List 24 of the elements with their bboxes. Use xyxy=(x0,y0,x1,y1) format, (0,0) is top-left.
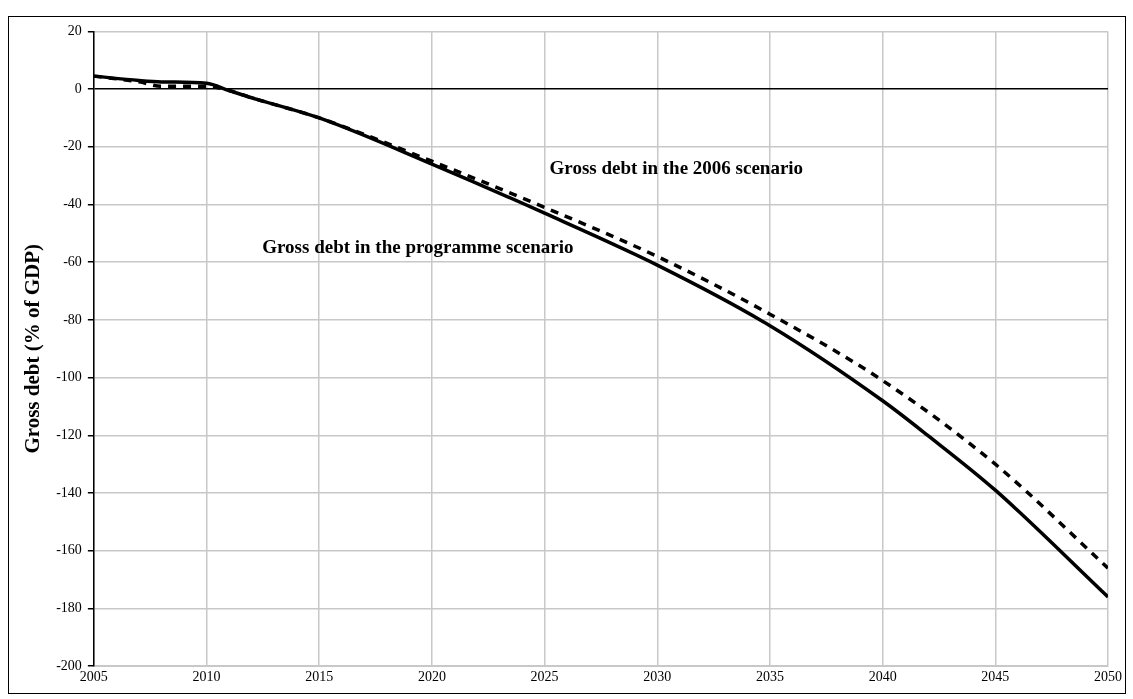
x-tick-label: 2050 xyxy=(1094,669,1122,685)
y-axis-title: Gross debt (% of GDP) xyxy=(20,244,45,454)
y-tick-label: -100 xyxy=(56,369,82,385)
x-tick-label: 2020 xyxy=(417,669,446,685)
x-tick-label: 2005 xyxy=(79,669,108,685)
y-tick-label: 0 xyxy=(74,80,82,96)
y-tick-label: -180 xyxy=(56,600,82,616)
y-tick-label: -40 xyxy=(63,196,82,212)
x-tick-label: 2015 xyxy=(305,669,334,685)
y-tick-label: -60 xyxy=(63,253,82,269)
x-tick-label: 2025 xyxy=(530,669,559,685)
y-tick-label: -160 xyxy=(56,542,82,558)
x-tick-label: 2035 xyxy=(755,669,784,685)
y-tick-label: -140 xyxy=(56,484,82,500)
y-tick-label: -20 xyxy=(63,138,82,154)
y-tick-label: -80 xyxy=(63,311,82,327)
x-tick-label: 2040 xyxy=(868,669,897,685)
y-tick-label: -120 xyxy=(56,427,82,443)
y-tick-label: 20 xyxy=(67,23,82,39)
x-tick-label: 2030 xyxy=(643,669,672,685)
x-tick-label: 2010 xyxy=(192,669,221,685)
x-tick-label: 2045 xyxy=(981,669,1010,685)
series-label: Gross debt in the programme scenario xyxy=(262,235,574,257)
series-label: Gross debt in the 2006 scenario xyxy=(549,157,804,179)
